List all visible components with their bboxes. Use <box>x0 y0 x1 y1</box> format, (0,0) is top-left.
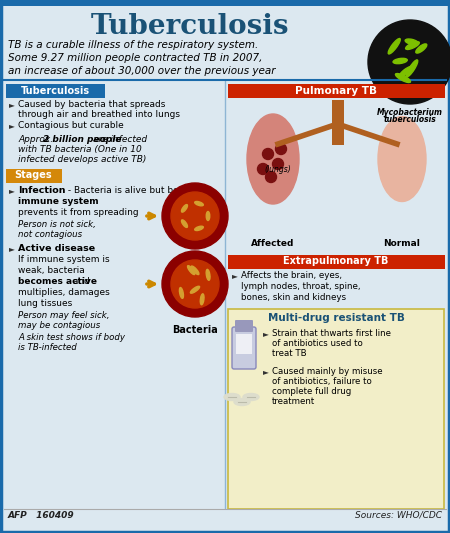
Text: If immune system is: If immune system is <box>18 255 110 264</box>
Text: ►: ► <box>263 367 269 376</box>
Text: ►: ► <box>9 100 15 109</box>
Text: Stages: Stages <box>14 171 52 181</box>
Text: Pulmonary TB: Pulmonary TB <box>295 85 377 95</box>
Text: Infection: Infection <box>18 186 66 195</box>
Text: - Bacteria is alive but body’s: - Bacteria is alive but body’s <box>65 186 197 195</box>
Text: complete full drug: complete full drug <box>272 387 351 396</box>
Text: treat TB: treat TB <box>272 349 306 358</box>
FancyBboxPatch shape <box>232 327 256 369</box>
Text: Some 9.27 million people contracted TB in 2007,: Some 9.27 million people contracted TB i… <box>8 53 262 63</box>
Ellipse shape <box>188 265 195 274</box>
Circle shape <box>368 20 450 104</box>
Text: treatment: treatment <box>272 397 315 406</box>
Text: with TB bacteria (One in 10: with TB bacteria (One in 10 <box>18 145 142 154</box>
Text: A skin test shows if body: A skin test shows if body <box>18 333 125 342</box>
Ellipse shape <box>191 266 199 274</box>
Text: AFP   160409: AFP 160409 <box>8 511 75 520</box>
Text: ►: ► <box>9 244 15 253</box>
Text: Mycobacterium: Mycobacterium <box>377 108 443 117</box>
Ellipse shape <box>195 201 203 206</box>
Ellipse shape <box>180 287 184 298</box>
Text: Normal: Normal <box>383 239 420 248</box>
Ellipse shape <box>200 294 204 305</box>
Text: Affects the brain, eyes,: Affects the brain, eyes, <box>241 271 342 280</box>
Text: lymph nodes, throat, spine,: lymph nodes, throat, spine, <box>241 282 360 291</box>
Circle shape <box>171 260 219 308</box>
Text: -: - <box>86 244 92 253</box>
Text: may be contagious: may be contagious <box>18 321 100 330</box>
Ellipse shape <box>396 74 410 83</box>
Circle shape <box>262 149 274 159</box>
Ellipse shape <box>406 60 418 77</box>
Text: ►: ► <box>263 329 269 338</box>
Text: not contagious: not contagious <box>18 230 82 239</box>
Circle shape <box>162 183 228 249</box>
Text: Tuberculosis: Tuberculosis <box>91 13 289 41</box>
Ellipse shape <box>206 269 210 280</box>
Ellipse shape <box>400 66 413 77</box>
Text: 2 billion people: 2 billion people <box>43 135 122 144</box>
Text: (lungs): (lungs) <box>265 165 292 174</box>
Text: Person is not sick,: Person is not sick, <box>18 220 96 229</box>
Circle shape <box>275 143 287 155</box>
Text: Person may feel sick,: Person may feel sick, <box>18 311 109 320</box>
Ellipse shape <box>405 42 419 50</box>
Text: Approx.: Approx. <box>18 135 56 144</box>
Text: bones, skin and kidneys: bones, skin and kidneys <box>241 293 346 302</box>
Ellipse shape <box>388 38 400 54</box>
Circle shape <box>162 251 228 317</box>
Text: Sources: WHO/CDC: Sources: WHO/CDC <box>355 511 442 520</box>
Text: Extrapulmonary TB: Extrapulmonary TB <box>284 256 389 266</box>
Ellipse shape <box>393 58 407 63</box>
Ellipse shape <box>224 393 240 400</box>
Text: ►: ► <box>9 121 15 130</box>
Ellipse shape <box>378 117 426 201</box>
Text: Caused by bacteria that spreads: Caused by bacteria that spreads <box>18 100 166 109</box>
Circle shape <box>171 192 219 240</box>
Text: lung tissues: lung tissues <box>18 299 72 308</box>
FancyBboxPatch shape <box>228 84 445 98</box>
Text: is TB-infected: is TB-infected <box>18 343 77 352</box>
Ellipse shape <box>206 212 210 221</box>
Text: immune system: immune system <box>18 197 99 206</box>
FancyBboxPatch shape <box>332 100 343 145</box>
Text: infected develops active TB): infected develops active TB) <box>18 155 146 164</box>
Text: weak, bacteria: weak, bacteria <box>18 266 85 275</box>
Ellipse shape <box>234 399 250 406</box>
Text: Contagious but curable: Contagious but curable <box>18 121 124 130</box>
FancyBboxPatch shape <box>236 334 252 354</box>
Text: of antibiotics, failure to: of antibiotics, failure to <box>272 377 372 386</box>
Text: Affected: Affected <box>251 239 295 248</box>
Circle shape <box>266 172 276 182</box>
Text: through air and breathed into lungs: through air and breathed into lungs <box>18 110 180 119</box>
Text: TB is a curable illness of the respiratory system.: TB is a curable illness of the respirato… <box>8 40 258 50</box>
Ellipse shape <box>190 286 200 293</box>
Circle shape <box>273 158 284 169</box>
Text: Tuberculosis: Tuberculosis <box>20 85 90 95</box>
Ellipse shape <box>243 393 259 400</box>
Text: tuberculosis: tuberculosis <box>383 115 436 124</box>
Ellipse shape <box>181 220 188 228</box>
Text: Caused mainly by misuse: Caused mainly by misuse <box>272 367 382 376</box>
Text: Strain that thwarts first line: Strain that thwarts first line <box>272 329 391 338</box>
FancyBboxPatch shape <box>228 254 445 269</box>
Text: Multi-drug resistant TB: Multi-drug resistant TB <box>268 313 405 323</box>
Text: multiplies, damages: multiplies, damages <box>18 288 110 297</box>
Text: Bacteria: Bacteria <box>172 325 218 335</box>
Text: of antibiotics used to: of antibiotics used to <box>272 339 363 348</box>
Ellipse shape <box>181 205 188 212</box>
Ellipse shape <box>247 114 299 204</box>
Text: prevents it from spreading: prevents it from spreading <box>18 208 139 217</box>
Ellipse shape <box>405 39 418 45</box>
Circle shape <box>257 164 269 174</box>
FancyBboxPatch shape <box>5 84 104 98</box>
Text: ►: ► <box>232 271 238 280</box>
Text: ►: ► <box>9 186 15 195</box>
FancyBboxPatch shape <box>228 309 444 509</box>
Ellipse shape <box>416 44 427 53</box>
Text: becomes active: becomes active <box>18 277 97 286</box>
Text: and: and <box>70 277 90 286</box>
Bar <box>1 1 449 6</box>
FancyBboxPatch shape <box>5 168 62 182</box>
